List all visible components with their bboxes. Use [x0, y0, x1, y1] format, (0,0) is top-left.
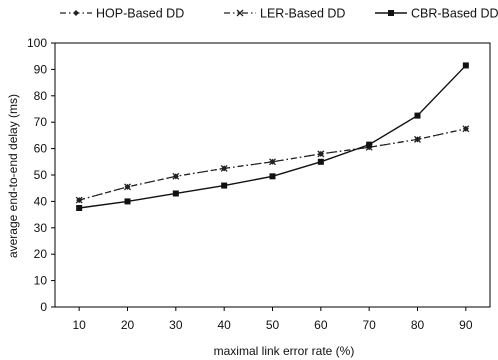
y-tick-label: 10 [34, 274, 48, 288]
y-tick-label: 30 [34, 221, 48, 235]
y-tick-label: 50 [34, 168, 48, 182]
legend-item: LER-Based DD [224, 7, 345, 21]
legend-marker [388, 10, 394, 16]
data-point [317, 158, 324, 165]
data-point [76, 205, 83, 211]
y-tick-label: 80 [34, 89, 48, 103]
data-point [269, 158, 276, 166]
legend-item: HOP-Based DD [60, 7, 184, 21]
data-point [124, 198, 131, 205]
y-axis-label: average end-to-end delay (ms) [6, 94, 20, 258]
y-tick-label: 0 [40, 300, 47, 314]
data-point [462, 125, 470, 133]
data-point [221, 182, 228, 189]
y-tick-label: 60 [34, 142, 48, 156]
data-point [172, 172, 180, 180]
y-tick-label: 20 [34, 247, 48, 261]
y-tick-label: 70 [34, 115, 48, 129]
legend-label: CBR-Based DD [411, 7, 498, 21]
series-layer [75, 62, 470, 211]
data-point [366, 141, 373, 148]
y-axis-ticks: 0 10 20 30 40 50 60 70 80 90 100 [27, 36, 55, 314]
legend: HOP-Based DD LER-Based DD CBR-Based DD [60, 7, 498, 21]
series-hop-based-dd [76, 125, 469, 204]
data-point [220, 164, 228, 172]
data-point [462, 62, 469, 69]
legend-marker [73, 10, 79, 16]
data-point [317, 150, 325, 158]
x-tick-label: 90 [459, 318, 473, 332]
x-axis-label: maximal link error rate (%) [214, 344, 355, 358]
x-axis-ticks: 10 20 30 40 50 60 70 80 90 [72, 307, 473, 332]
y-tick-label: 40 [34, 194, 48, 208]
data-point [414, 135, 421, 143]
data-point [75, 196, 83, 204]
series-ler-based-dd [75, 125, 470, 204]
data-point [269, 173, 276, 180]
y-tick-label: 90 [34, 62, 48, 76]
series-cbr-based-dd [76, 62, 469, 211]
x-tick-label: 10 [72, 318, 86, 332]
series-line [79, 128, 466, 201]
y-tick-label: 100 [27, 36, 47, 50]
series-line [79, 64, 467, 209]
x-tick-label: 40 [217, 318, 231, 332]
x-tick-label: 80 [411, 318, 425, 332]
legend-marker [236, 9, 244, 17]
data-point [172, 190, 179, 197]
data-point [124, 183, 131, 191]
data-point [414, 112, 421, 119]
legend-label: LER-Based DD [260, 7, 345, 21]
x-tick-label: 20 [121, 318, 135, 332]
x-tick-label: 50 [266, 318, 280, 332]
legend-label: HOP-Based DD [96, 7, 184, 21]
x-tick-label: 70 [362, 318, 376, 332]
x-tick-label: 60 [314, 318, 328, 332]
legend-item: CBR-Based DD [375, 7, 498, 21]
x-tick-label: 30 [169, 318, 183, 332]
